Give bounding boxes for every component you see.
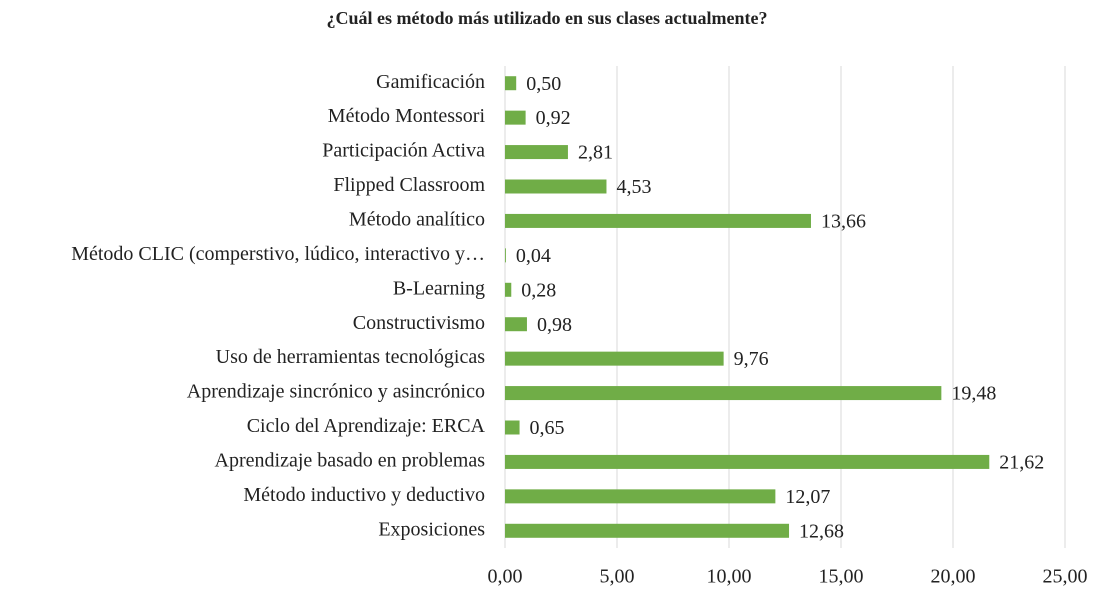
bar xyxy=(505,213,811,228)
bar xyxy=(505,386,942,401)
value-label: 13,66 xyxy=(821,211,866,233)
value-label: 12,07 xyxy=(785,486,830,508)
x-tick-label: 10,00 xyxy=(707,566,752,588)
y-tick-label: Aprendizaje basado en problemas xyxy=(215,450,486,472)
y-tick-label: Exposiciones xyxy=(378,518,485,540)
bar xyxy=(505,282,512,297)
y-tick-label: Aprendizaje sincrónico y asincrónico xyxy=(187,381,485,403)
bar xyxy=(505,454,990,469)
bar xyxy=(505,248,506,263)
value-label: 0,98 xyxy=(537,314,572,336)
chart-title: ¿Cuál es método más utilizado en sus cla… xyxy=(327,8,768,28)
value-label: 19,48 xyxy=(951,383,996,405)
value-label: 9,76 xyxy=(734,348,769,370)
value-label: 4,53 xyxy=(616,176,651,198)
y-tick-label: Método Montessori xyxy=(328,105,486,127)
bar xyxy=(505,76,517,91)
bar xyxy=(505,179,607,194)
bar xyxy=(505,489,776,504)
x-tick-label: 20,00 xyxy=(931,566,976,588)
bar xyxy=(505,145,568,160)
y-tick-label: Participación Activa xyxy=(322,140,485,162)
y-tick-label: Método analítico xyxy=(349,209,485,231)
value-label: 2,81 xyxy=(578,142,613,164)
value-label: 21,62 xyxy=(999,452,1044,474)
y-tick-label: Uso de herramientas tecnológicas xyxy=(216,346,486,368)
bar xyxy=(505,420,520,435)
bar xyxy=(505,317,527,332)
y-tick-label: Método CLIC (comperstivo, lúdico, intera… xyxy=(71,243,485,265)
x-tick-label: 15,00 xyxy=(819,566,864,588)
x-tick-label: 5,00 xyxy=(600,566,635,588)
bar xyxy=(505,110,526,125)
value-label: 0,28 xyxy=(521,279,556,301)
value-label: 0,65 xyxy=(530,417,565,439)
y-tick-label: Gamificación xyxy=(376,71,485,93)
y-tick-label: Método inductivo y deductivo xyxy=(243,484,485,506)
x-tick-label: 25,00 xyxy=(1043,566,1088,588)
x-tick-label: 0,00 xyxy=(488,566,523,588)
bar xyxy=(505,523,790,538)
y-tick-label: Flipped Classroom xyxy=(333,174,485,196)
value-label: 0,50 xyxy=(526,73,561,95)
y-tick-label: B-Learning xyxy=(393,277,485,299)
value-label: 0,92 xyxy=(536,107,571,129)
value-label: 0,04 xyxy=(516,245,551,267)
y-tick-label: Ciclo del Aprendizaje: ERCA xyxy=(247,415,486,437)
y-tick-label: Constructivismo xyxy=(353,312,485,334)
bar xyxy=(505,351,724,366)
value-label: 12,68 xyxy=(799,520,844,542)
